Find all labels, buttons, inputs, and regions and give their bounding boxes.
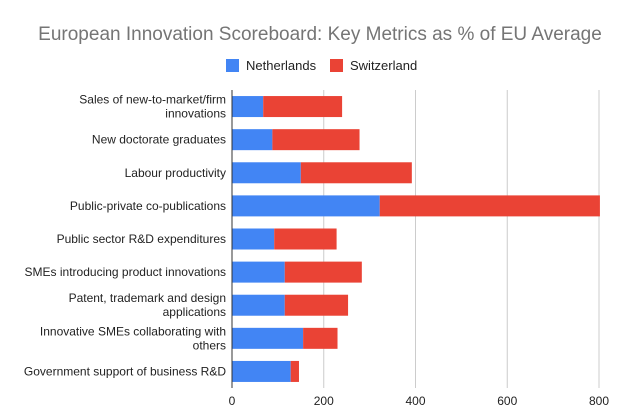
x-tick-label-400: 400: [405, 394, 425, 408]
bar-netherlands-3: [232, 195, 380, 217]
bar-switzerland-5: [284, 261, 362, 283]
y-category-label-2: Labour productivity: [125, 166, 226, 180]
y-category-label-4: Public sector R&D expenditures: [57, 232, 226, 246]
bar-switzerland-6: [284, 294, 349, 316]
x-tick-label-200: 200: [314, 394, 334, 408]
bar-switzerland-0: [263, 96, 343, 118]
bar-netherlands-7: [232, 327, 304, 349]
x-axis-ticks: 0 200 400 600 800: [229, 394, 610, 408]
legend-swatch-netherlands: [226, 59, 239, 72]
legend-label-netherlands: Netherlands: [246, 58, 317, 73]
bar-netherlands-0: [232, 96, 264, 118]
legend-swatch-switzerland: [330, 59, 343, 72]
y-category-label-5: SMEs introducing product innovations: [25, 265, 226, 279]
legend: Netherlands Switzerland: [226, 58, 417, 73]
bar-switzerland-7: [303, 327, 338, 349]
bar-netherlands-4: [232, 228, 275, 250]
bar-netherlands-2: [232, 162, 301, 184]
y-category-label-1: New doctorate graduates: [92, 133, 226, 147]
gridlines: [323, 90, 600, 388]
bar-netherlands-5: [232, 261, 285, 283]
bar-switzerland-8: [290, 360, 299, 382]
chart-title: European Innovation Scoreboard: Key Metr…: [38, 24, 602, 45]
bar-netherlands-1: [232, 129, 273, 151]
y-axis-labels: Sales of new-to-market/firm innovations Ne…: [24, 93, 226, 379]
legend-item-netherlands: Netherlands: [226, 58, 317, 73]
bar-switzerland-2: [300, 162, 412, 184]
legend-label-switzerland: Switzerland: [350, 58, 417, 73]
bar-switzerland-4: [274, 228, 337, 250]
x-tick-label-800: 800: [589, 394, 609, 408]
y-category-label-6: Patent, trademark and design applications: [69, 291, 226, 319]
y-category-label-8: Government support of business R&D: [24, 364, 226, 378]
legend-item-switzerland: Switzerland: [330, 58, 417, 73]
y-category-label-0: Sales of new-to-market/firm innovations: [79, 93, 226, 121]
bars: [232, 96, 600, 382]
y-category-label-7: Innovative SMEs collaborating with others: [40, 324, 226, 352]
bar-switzerland-3: [379, 195, 600, 217]
x-tick-label-0: 0: [229, 394, 236, 408]
bar-netherlands-8: [232, 360, 291, 382]
y-category-label-3: Public-private co-publications: [70, 199, 226, 213]
bar-switzerland-1: [272, 129, 360, 151]
x-tick-label-600: 600: [497, 394, 517, 408]
bar-netherlands-6: [232, 294, 285, 316]
